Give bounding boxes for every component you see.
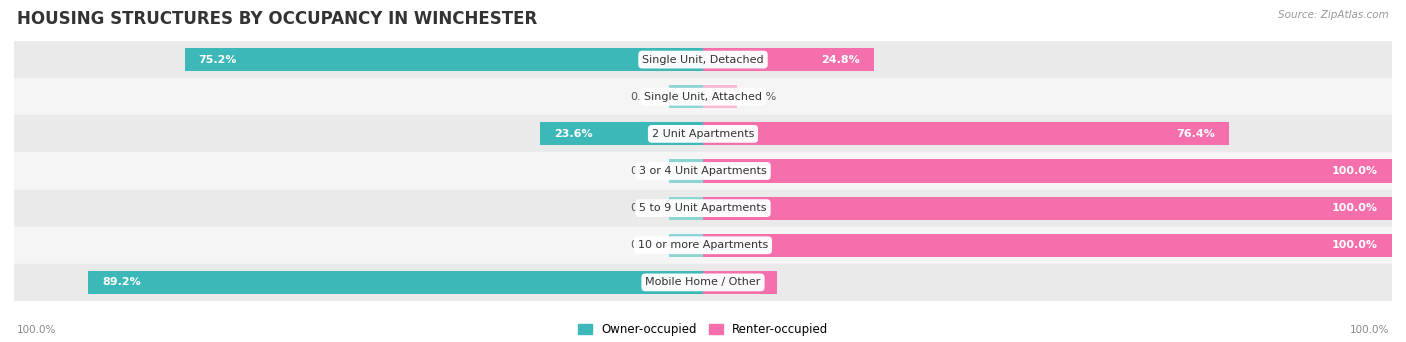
Text: 0.0%: 0.0% — [630, 240, 658, 250]
Text: HOUSING STRUCTURES BY OCCUPANCY IN WINCHESTER: HOUSING STRUCTURES BY OCCUPANCY IN WINCH… — [17, 10, 537, 28]
Bar — [703, 159, 1392, 183]
Bar — [540, 122, 703, 145]
Text: 23.6%: 23.6% — [554, 129, 593, 139]
Text: 5 to 9 Unit Apartments: 5 to 9 Unit Apartments — [640, 203, 766, 213]
Text: 100.0%: 100.0% — [1350, 325, 1389, 335]
Text: 76.4%: 76.4% — [1177, 129, 1216, 139]
Legend: Owner-occupied, Renter-occupied: Owner-occupied, Renter-occupied — [578, 323, 828, 336]
Bar — [14, 41, 1392, 78]
Bar — [14, 227, 1392, 264]
Text: Single Unit, Attached: Single Unit, Attached — [644, 92, 762, 102]
Text: 75.2%: 75.2% — [198, 55, 238, 65]
Text: 100.0%: 100.0% — [1331, 166, 1378, 176]
Bar — [703, 48, 875, 71]
Text: Mobile Home / Other: Mobile Home / Other — [645, 277, 761, 287]
Text: 3 or 4 Unit Apartments: 3 or 4 Unit Apartments — [640, 166, 766, 176]
Bar — [669, 85, 703, 108]
Text: 100.0%: 100.0% — [1331, 203, 1378, 213]
Bar — [703, 271, 778, 294]
Text: 100.0%: 100.0% — [1331, 240, 1378, 250]
Text: 0.0%: 0.0% — [748, 92, 776, 102]
Text: Source: ZipAtlas.com: Source: ZipAtlas.com — [1278, 10, 1389, 20]
Text: 2 Unit Apartments: 2 Unit Apartments — [652, 129, 754, 139]
Text: 24.8%: 24.8% — [821, 55, 860, 65]
Bar — [14, 115, 1392, 153]
Text: 89.2%: 89.2% — [103, 277, 141, 287]
Text: 10.8%: 10.8% — [725, 277, 763, 287]
Bar — [703, 197, 1392, 220]
Bar — [703, 85, 738, 108]
Text: 100.0%: 100.0% — [17, 325, 56, 335]
Bar — [14, 189, 1392, 227]
Bar — [669, 234, 703, 257]
Bar — [89, 271, 703, 294]
Text: 0.0%: 0.0% — [630, 92, 658, 102]
Bar — [14, 153, 1392, 189]
Bar — [14, 78, 1392, 115]
Bar — [703, 122, 1229, 145]
Bar — [703, 234, 1392, 257]
Text: 0.0%: 0.0% — [630, 166, 658, 176]
Bar — [186, 48, 703, 71]
Bar — [669, 197, 703, 220]
Text: 10 or more Apartments: 10 or more Apartments — [638, 240, 768, 250]
Text: 0.0%: 0.0% — [630, 203, 658, 213]
Bar — [669, 159, 703, 183]
Bar — [14, 264, 1392, 301]
Text: Single Unit, Detached: Single Unit, Detached — [643, 55, 763, 65]
